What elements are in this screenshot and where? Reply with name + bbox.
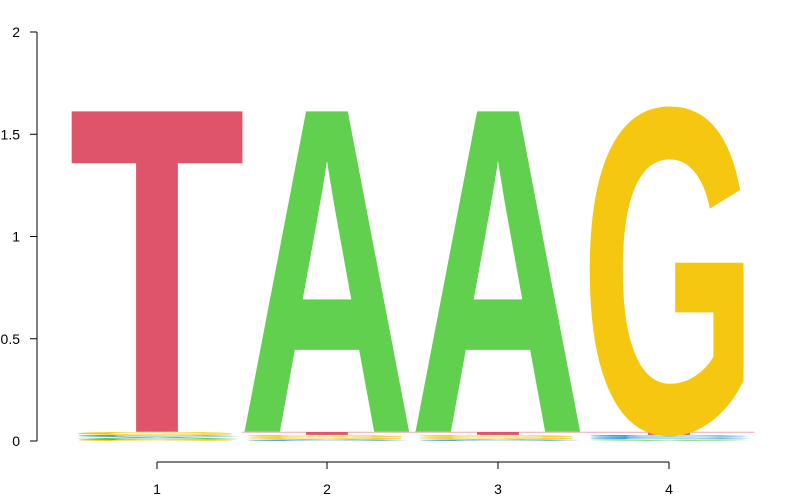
x-tick-label: 2 [323,481,331,497]
x-tick-label: 4 [665,481,673,497]
logo-letter-T: T [409,431,586,436]
y-axis: 0 0.5 1 1.5 2 [1,24,38,449]
logo-letter-C: C [409,440,586,442]
logo-letter-T: T [68,12,245,500]
logo-letter-A: A [68,436,245,439]
logo-letter-G: G [238,436,415,439]
logo-letter-C: C [238,440,415,442]
y-tick-label: 2 [12,24,20,40]
logo-letter-A: A [238,439,415,441]
logo-letter-A: A [409,439,586,441]
x-axis: 1 2 3 4 [153,461,673,497]
logo-letter-A: A [580,440,757,442]
x-tick-label: 3 [494,481,502,497]
logo-letter-G: G [409,436,586,439]
y-tick-label: 0.5 [1,331,21,347]
logo-letter-A: A [238,10,415,500]
y-tick-label: 1 [12,229,20,245]
logo-letter-G: G [580,10,757,500]
logo-letter-G: G [68,440,245,442]
logo-letter-G: G [409,434,586,437]
y-tick-label: 0 [12,433,20,449]
y-tick-label: 1.5 [1,126,21,142]
logo-letter-C: C [68,434,245,437]
logo-letter-G: G [238,434,415,437]
logo-letter-G: G [580,439,757,441]
logo-letter-C: C [68,439,245,441]
logo-letter-T: T [238,431,415,436]
logo-letter-G: G [68,431,245,436]
x-tick-label: 1 [153,481,161,497]
logo-letter-C: C [580,436,757,439]
logo-letter-T: T [580,431,757,436]
logo-letter-C: C [580,434,757,437]
logo-letter-A: A [409,10,586,500]
